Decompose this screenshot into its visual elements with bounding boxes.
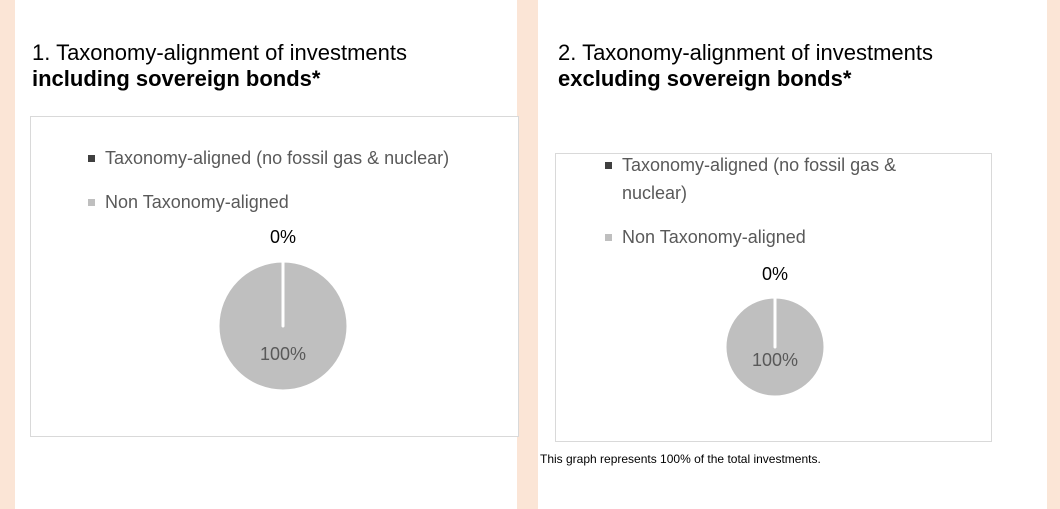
pie-slice	[216, 259, 350, 393]
title-text: 2. Taxonomy-alignment of investments	[558, 40, 933, 65]
legend-label: Taxonomy-aligned (no fossil gas & nuclea…	[105, 148, 450, 168]
legend-label: Non Taxonomy-aligned	[105, 192, 289, 212]
footnote: This graph represents 100% of the total …	[540, 452, 821, 466]
legend-swatch	[605, 162, 612, 169]
data-label: 0%	[270, 227, 296, 247]
title-text: 1. Taxonomy-alignment of investments	[32, 40, 407, 65]
legend: Taxonomy-aligned (no fossil gas & nuclea…	[605, 151, 950, 267]
legend-item: Taxonomy-aligned (no fossil gas & nuclea…	[88, 144, 518, 172]
legend-item: Taxonomy-aligned (no fossil gas & nuclea…	[605, 151, 950, 207]
legend-item: Non Taxonomy-aligned	[605, 223, 950, 251]
title-bold: excluding sovereign bonds*	[558, 66, 852, 91]
legend-swatch	[88, 199, 95, 206]
legend-swatch	[605, 234, 612, 241]
legend: Taxonomy-aligned (no fossil gas & nuclea…	[88, 144, 518, 232]
legend-item: Non Taxonomy-aligned	[88, 188, 518, 216]
legend-label: Non Taxonomy-aligned	[622, 227, 806, 247]
data-label: 100%	[260, 344, 306, 364]
pie-slice	[723, 295, 827, 399]
data-label: 0%	[762, 264, 788, 284]
data-label: 100%	[752, 350, 798, 370]
chart-title: 2. Taxonomy-alignment of investments excl…	[558, 40, 933, 92]
title-bold: including sovereign bonds*	[32, 66, 321, 91]
legend-label: Taxonomy-aligned (no fossil gas & nuclea…	[622, 155, 897, 203]
legend-swatch	[88, 155, 95, 162]
chart-title: 1. Taxonomy-alignment of investments incl…	[32, 40, 407, 92]
